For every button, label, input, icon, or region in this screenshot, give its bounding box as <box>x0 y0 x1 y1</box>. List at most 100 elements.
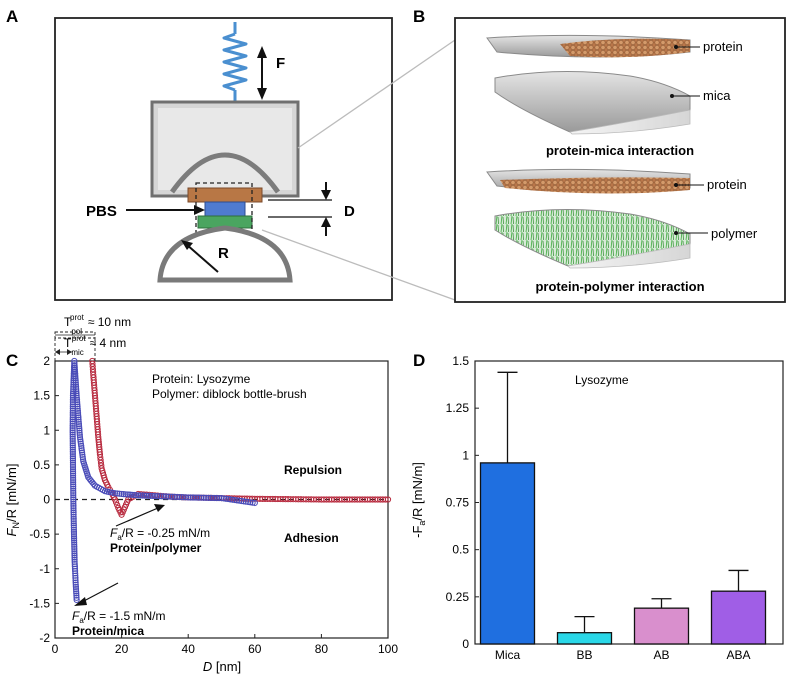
c-data-point <box>72 373 79 380</box>
c-data-point <box>70 492 77 499</box>
c-data-point <box>69 470 77 477</box>
c-data-point <box>70 505 77 512</box>
c-ytick-label: -2 <box>39 631 50 645</box>
c-data-point <box>114 501 121 509</box>
c-data-point <box>73 392 80 399</box>
fa-mica-f: F <box>72 609 80 623</box>
c-data-point <box>139 492 146 499</box>
c-data-point <box>71 362 78 369</box>
d-ylabel-sub: a <box>417 521 427 526</box>
c-data-point <box>75 414 82 421</box>
zoom-connector-bottom <box>261 229 456 301</box>
c-data-point <box>69 463 77 471</box>
c-data-point <box>145 492 152 499</box>
polymer-brush-plate <box>494 208 691 269</box>
c-xlabel-d: D <box>203 659 212 674</box>
c-data-point <box>75 416 82 423</box>
distance-label: D <box>344 203 355 220</box>
d-bar-aba <box>710 590 767 645</box>
c-data-point <box>222 495 230 502</box>
c-data-point <box>169 493 176 500</box>
c-data-point <box>70 528 78 536</box>
pbs-arrow-icon <box>126 205 205 215</box>
c-data-point <box>71 556 78 563</box>
c-data-point <box>74 399 81 406</box>
c-xtick-label: 20 <box>115 642 129 656</box>
c-data-point <box>69 429 76 436</box>
c-xtick-label: 100 <box>378 642 398 656</box>
c-data-point <box>72 581 79 588</box>
c-data-point <box>135 492 142 499</box>
c-data-point <box>233 497 241 504</box>
c-ytick-label: 1.5 <box>33 389 50 403</box>
c-data-point <box>69 472 77 479</box>
fa-polymer-value: Fa/R = -0.25 mN/m <box>110 526 210 542</box>
c-data-point <box>174 493 181 501</box>
c-data-point <box>69 435 76 443</box>
fa-mica-name: Protein/mica <box>72 624 144 638</box>
c-data-point <box>73 394 80 401</box>
annot-mic-t: T <box>64 336 72 350</box>
c-data-point <box>70 487 77 494</box>
c-data-point <box>120 491 127 498</box>
c-data-point <box>196 494 203 501</box>
c-ylabel-rest: /R [mN/m] <box>4 464 19 523</box>
thickness-annotation-pol: Tpol prot ≈ 10 nm <box>54 313 131 339</box>
fa-mica-rest: /R = -1.5 mN/m <box>84 609 166 623</box>
c-ytick-label: 0.5 <box>33 458 50 472</box>
fa-mica-arrow-icon <box>74 582 119 606</box>
c-data-point <box>70 520 77 527</box>
c-data-point <box>69 448 76 455</box>
c-data-point <box>72 375 79 382</box>
c-data-point <box>216 494 223 502</box>
protein-coated-plate-top <box>486 34 691 58</box>
c-data-point <box>70 500 77 507</box>
panel-c: C 0 20 40 60 80 100 2 1.5 1 0.5 0 -0.5 -1 -1.5 -2 Tpol… <box>4 313 398 674</box>
annot-pol-t: T <box>64 315 72 329</box>
fa-polymer-name: Protein/polymer <box>110 541 202 555</box>
spring-icon <box>222 22 248 102</box>
b-bottom-caption: protein-polymer interaction <box>535 279 704 294</box>
c-data-point <box>72 579 79 586</box>
c-data-point <box>238 497 245 505</box>
c-data-point <box>72 570 79 577</box>
c-data-point <box>70 498 77 505</box>
c-data-point <box>225 495 232 503</box>
d-ytick-label: 0.75 <box>446 496 470 510</box>
c-data-point <box>70 522 77 529</box>
c-data-point <box>111 496 119 503</box>
distance-marker <box>268 182 332 236</box>
c-data-point <box>71 563 78 570</box>
c-data-point <box>75 412 82 419</box>
c-data-point <box>74 410 82 417</box>
c-data-point <box>69 468 77 475</box>
c-data-point <box>213 494 221 502</box>
d-ytick-label: 1.25 <box>446 401 470 415</box>
c-data-point <box>73 594 80 601</box>
c-data-point <box>165 493 172 500</box>
c-data-point <box>202 494 210 501</box>
d-bars-layer: Mica BB AB ABA <box>479 371 767 662</box>
c-data-point <box>185 494 192 501</box>
c-xtick-label: 0 <box>52 642 59 656</box>
c-data-point <box>69 416 76 423</box>
c-data-point <box>70 533 78 540</box>
c-ytick-label: 0 <box>43 493 50 507</box>
c-data-point <box>240 498 247 505</box>
panel-d: D 0 0.25 0.5 0.75 1 1.25 1.5 Mica BB AB ABA Lysoz… <box>410 351 784 662</box>
c-ytick-label: 2 <box>43 354 50 368</box>
c-data-point <box>229 496 236 503</box>
force-label: F <box>276 55 285 72</box>
c-data-point <box>69 442 76 449</box>
c-data-point <box>72 377 79 384</box>
c-data-point <box>70 481 77 488</box>
c-data-point <box>70 515 77 523</box>
c-data-point <box>69 418 76 425</box>
c-data-point <box>69 466 77 473</box>
c-data-point <box>71 548 78 555</box>
c-data-point <box>76 429 83 436</box>
panel-c-letter: C <box>6 351 18 370</box>
c-data-point <box>72 574 79 582</box>
c-data-point <box>75 418 82 425</box>
